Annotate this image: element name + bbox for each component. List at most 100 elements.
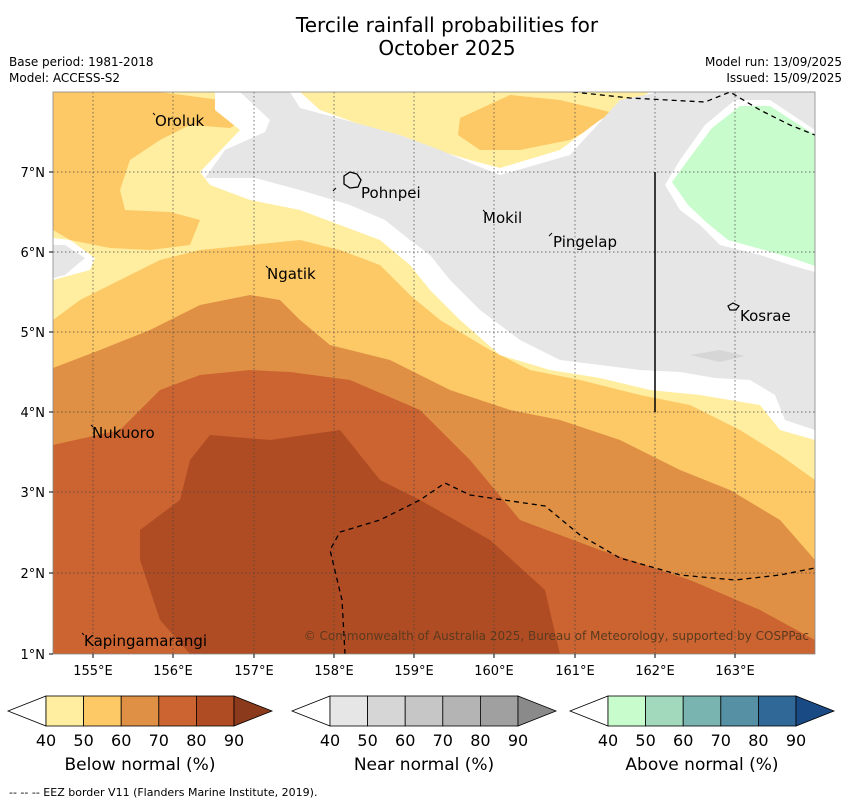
colorbar-near-segment xyxy=(479,695,519,727)
title-line-2: October 2025 xyxy=(378,36,516,60)
kapingamarangi-atoll-icon xyxy=(81,632,85,636)
colorbar-near-tick: 50 xyxy=(357,731,377,750)
colorbar-below-tick: 70 xyxy=(149,731,169,750)
colorbar-above-segment xyxy=(758,695,797,727)
colorbar-below-segment xyxy=(158,695,197,727)
place-kosrae: Kosrae xyxy=(740,307,791,325)
colorbar-near: 40 50 60 70 80 90 xyxy=(290,695,558,750)
x-tick-159: 159°E xyxy=(394,664,434,679)
mokil-atoll-icon xyxy=(482,209,486,213)
colorbar-near-tick: 90 xyxy=(508,731,528,750)
colorbar-near-segment xyxy=(367,695,406,727)
issued-date: Issued: 15/09/2025 xyxy=(726,71,842,85)
place-pingelap: Pingelap xyxy=(553,233,617,251)
x-tick-155: 155°E xyxy=(73,664,113,679)
colorbar-above-high-cap xyxy=(795,695,836,727)
title-line-1: Tercile rainfall probabilities for xyxy=(295,13,599,37)
colorbar-near-segment xyxy=(404,695,444,727)
map-frame xyxy=(52,91,816,655)
y-tick-2n: 2°N xyxy=(21,567,46,582)
x-tick-160: 160°E xyxy=(474,664,514,679)
y-axis-labels: 7°N 6°N 5°N 4°N 3°N 2°N 1°N xyxy=(21,166,46,663)
colorbar-near-tick: 40 xyxy=(320,731,340,750)
region-north-50 xyxy=(458,95,610,150)
place-kapingamarangi: Kapingamarangi xyxy=(84,632,207,650)
x-tick-157: 157°E xyxy=(234,664,274,679)
model-run: Model run: 13/09/2025 xyxy=(704,55,842,69)
colorbar-near-tick: 80 xyxy=(470,731,490,750)
axis-tick-marks xyxy=(49,171,736,658)
colorbar-above-segment xyxy=(720,695,759,727)
place-oroluk: Oroluk xyxy=(155,112,204,130)
colorbar-above-segment xyxy=(607,695,646,727)
colorbar-above-tick: 60 xyxy=(673,731,693,750)
colorbar-above-tick: 70 xyxy=(711,731,731,750)
colorbar-below-high-cap xyxy=(233,695,274,727)
map-title: Tercile rainfall probabilities for Octob… xyxy=(0,14,850,60)
y-tick-4n: 4°N xyxy=(21,406,46,421)
oroluk-atoll-icon xyxy=(152,112,156,116)
kosrae-island-icon xyxy=(727,302,740,311)
rainfall-map: Oroluk Pohnpei Mokil Pingelap Ngatik Kos… xyxy=(21,91,816,679)
copyright-notice: © Commonwealth of Australia 2025, Bureau… xyxy=(304,629,809,643)
colorbar-above: 40 50 60 70 80 90 xyxy=(568,695,836,750)
nukuoro-atoll-icon xyxy=(90,424,94,428)
colorbar-above-tick: 90 xyxy=(786,731,806,750)
colorbar-near-segment xyxy=(442,695,481,727)
x-axis-labels: 155°E 156°E 157°E 158°E 159°E 160°E 161°… xyxy=(73,664,755,679)
colorbar-below-tick: 90 xyxy=(224,731,244,750)
colorbar-below-label: Below normal (%) xyxy=(64,755,216,775)
colorbar-above-low-cap xyxy=(568,695,609,727)
colorbar-near-segment xyxy=(329,695,368,727)
colorbar-below-tick: 60 xyxy=(111,731,131,750)
colorbar-near-high-cap xyxy=(517,695,558,727)
colorbar-below-tick: 50 xyxy=(73,731,93,750)
colorbar-below: 40 50 60 70 80 90 xyxy=(6,695,274,750)
colorbar-below-tick: 80 xyxy=(186,731,206,750)
x-tick-163: 163°E xyxy=(715,664,755,679)
region-above-40 xyxy=(672,106,815,266)
colorbar-below-segment xyxy=(120,695,160,727)
y-tick-3n: 3°N xyxy=(21,486,46,501)
ngatik-atoll-icon xyxy=(265,265,269,269)
colorbar-below-segment xyxy=(45,695,84,727)
x-tick-158: 158°E xyxy=(314,664,354,679)
colorbar-above-tick: 40 xyxy=(598,731,618,750)
meta-left: Base period: 1981-2018 Model: ACCESS-S2 xyxy=(9,54,154,86)
pohnpei-island-icon xyxy=(343,171,362,189)
region-near-50 xyxy=(690,350,745,362)
x-tick-162: 162°E xyxy=(635,664,675,679)
colorbars: 40 50 60 70 80 90 40 50 60 70 80 90 40 50 60 70 80 90 xyxy=(6,695,836,750)
colorbar-near-tick: 70 xyxy=(433,731,453,750)
colorbar-below-tick: 40 xyxy=(36,731,56,750)
colorbar-above-tick: 80 xyxy=(748,731,768,750)
ant-atoll-icon xyxy=(332,187,337,192)
eez-border xyxy=(329,92,815,654)
colorbar-above-label: Above normal (%) xyxy=(625,755,779,775)
region-near-40 xyxy=(205,92,815,430)
region-oroluk-50 xyxy=(53,92,260,250)
eez-footnote: -- -- -- EEZ border V11 (Flanders Marine… xyxy=(9,786,318,799)
place-mokil: Mokil xyxy=(483,209,522,227)
x-tick-161: 161°E xyxy=(555,664,595,679)
pingelap-atoll-icon xyxy=(548,232,553,237)
base-period: Base period: 1981-2018 xyxy=(9,55,154,69)
colorbar-above-tick: 50 xyxy=(635,731,655,750)
y-tick-1n: 1°N xyxy=(21,648,46,663)
map-fill-layer xyxy=(53,92,815,654)
y-tick-6n: 6°N xyxy=(21,246,46,261)
map-grid xyxy=(53,92,815,654)
colorbar-below-segment xyxy=(195,695,235,727)
x-tick-156: 156°E xyxy=(153,664,193,679)
place-pohnpei: Pohnpei xyxy=(361,184,421,202)
colorbar-below-low-cap xyxy=(6,695,47,727)
meta-right: Model run: 13/09/2025 Issued: 15/09/2025 xyxy=(705,54,842,86)
colorbar-above-segment xyxy=(682,695,722,727)
region-near-west xyxy=(53,245,85,278)
place-ngatik: Ngatik xyxy=(267,265,316,283)
colorbar-above-segment xyxy=(645,695,684,727)
model-name: Model: ACCESS-S2 xyxy=(9,71,121,85)
colorbar-near-low-cap xyxy=(290,695,331,727)
y-tick-5n: 5°N xyxy=(21,326,46,341)
colorbar-below-segment xyxy=(83,695,122,727)
